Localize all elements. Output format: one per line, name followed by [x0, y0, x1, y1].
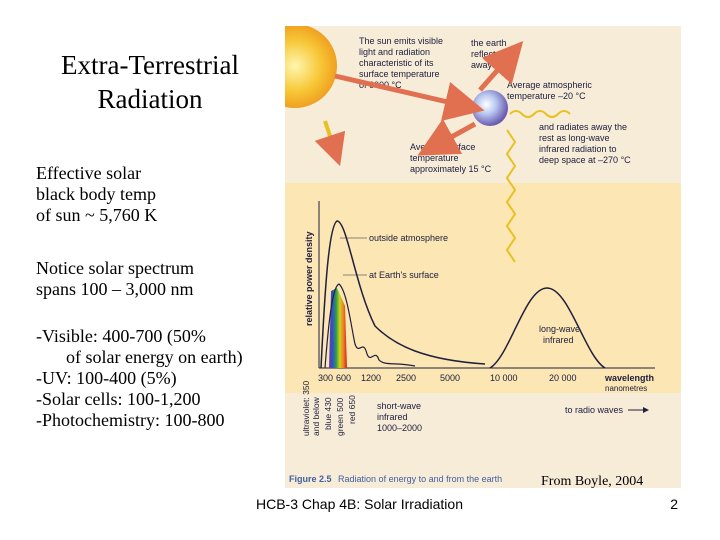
green-vertical-label: green 500 [335, 397, 345, 436]
slide-title: Extra-Terrestrial Radiation [30, 48, 270, 116]
surface-arrow [417, 118, 477, 156]
chart-band [285, 183, 681, 393]
uv-vertical-label: ultraviolet: 350 [301, 380, 311, 436]
page-number: 2 [670, 496, 678, 512]
radio-label: to radio waves [565, 405, 624, 415]
outside-label: outside atmosphere [369, 233, 448, 243]
slide-footer: HCB-3 Chap 4B: Solar Irradiation [256, 496, 463, 512]
sun-text: The sun emits visible light and radiatio… [359, 36, 446, 90]
earth-icon [472, 90, 508, 126]
longwave-wave-down [505, 129, 517, 263]
longwave-wave-top [509, 110, 571, 118]
surface-text: Average surface temperature approximatel… [410, 142, 492, 174]
paragraph-spectrum: Notice solar spectrum spans 100 – 3,000 … [36, 258, 286, 300]
surface-label: at Earth's surface [369, 270, 439, 280]
wavelength-label: wavelength [604, 373, 654, 383]
atmos-text: Average atmospheric temperature –20 °C [507, 80, 594, 101]
below-vertical-label: and below [311, 396, 321, 436]
longwave-label: long-wave infrared [539, 324, 583, 345]
sun-icon [285, 26, 337, 108]
reflect-text: the earth reflects away 30% [471, 38, 513, 70]
para1-line: of sun ~ 5,760 K [36, 205, 158, 225]
para1-line: Effective solar [36, 163, 142, 183]
shortwave-label: short-wave infrared 1000–2000 [377, 401, 424, 433]
outside-atmosphere-curve [320, 220, 486, 369]
para2-line: Notice solar spectrum [36, 258, 194, 278]
nanometres-label: nanometres [605, 384, 647, 393]
uv-line: -UV: 100-400 (5%) [36, 368, 177, 388]
title-line-1: Extra-Terrestrial [60, 50, 239, 80]
radiation-figure: The sun emits visible light and radiatio… [285, 26, 681, 488]
photochemistry-line: -Photochemistry: 100-800 [36, 410, 225, 430]
visible-spectrum-fill [329, 288, 347, 368]
sun-ray-arrow [314, 120, 346, 167]
longwave-curve [489, 287, 606, 369]
para1-line: black body temp [36, 184, 156, 204]
visible-line-cont: of solar energy on earth) [66, 347, 243, 367]
title-line-2: Radiation [97, 84, 203, 114]
radio-arrow-head [643, 407, 649, 413]
visible-line: -Visible: 400-700 (50% [36, 326, 206, 346]
radiate-text: and radiates away the rest as long-wave … [539, 122, 631, 165]
red-vertical-label: red 650 [347, 395, 357, 424]
y-axis-label: relative power density [304, 231, 314, 326]
blue-vertical-label: blue 430 [323, 397, 333, 430]
tick-labels: 300 600 1200 2500 5000 10 000 20 000 [318, 373, 577, 383]
source-credit: From Boyle, 2004 [541, 474, 644, 489]
paragraph-black-body: Effective solar black body temp of sun ~… [36, 163, 286, 226]
para2-line: spans 100 – 3,000 nm [36, 279, 194, 299]
reflect-arrow [478, 41, 524, 92]
paragraph-bands: -Visible: 400-700 (50% of solar energy o… [36, 326, 286, 431]
surface-curve [324, 283, 416, 369]
sun-to-earth-arrow [334, 73, 485, 121]
figure-caption: Figure 2.5 Radiation of energy to and fr… [289, 474, 502, 484]
figure-svg: The sun emits visible light and radiatio… [285, 26, 681, 484]
solar-cells-line: -Solar cells: 100-1,200 [36, 389, 201, 409]
